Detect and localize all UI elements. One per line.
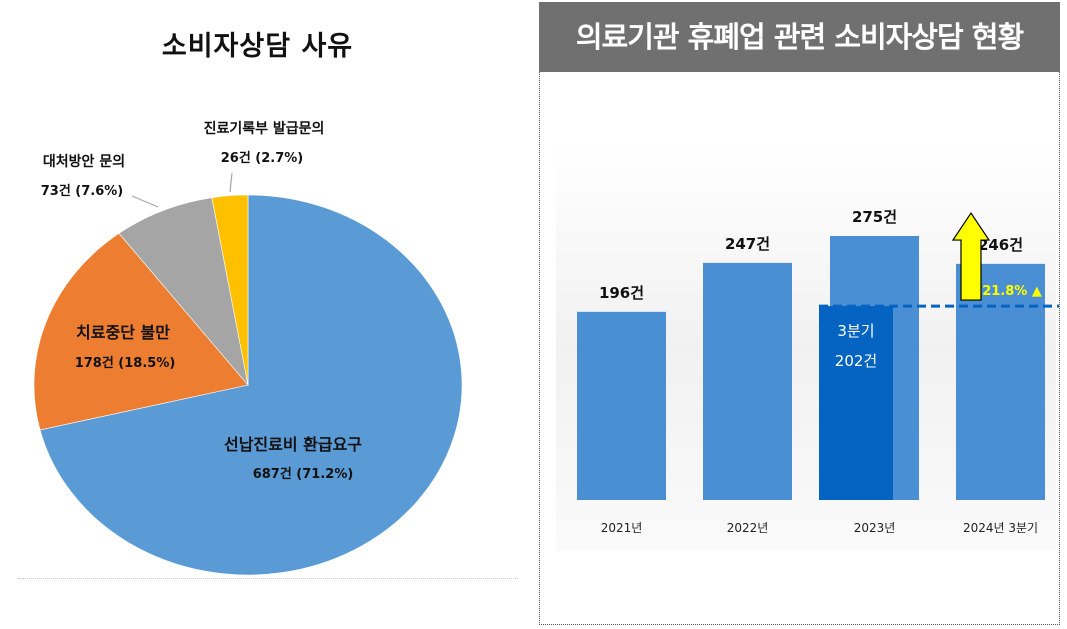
growth-percent-label: 21.8% ▲ [982,284,1042,299]
pie-chart: 선납진료비 환급요구 687건 (71.2%) 치료중단 불만 178건 (18.5%… [33,120,463,576]
leader-line-진료기록부 [229,172,233,193]
sub-bar-label-count: 202건 [835,352,877,370]
bar-2022년 [703,262,792,500]
bar-value-label-1: 247건 [725,235,770,253]
bar-panel: 의료기관 휴폐업 관련 소비자상담 현황 196건 247건 275건 246건 20… [539,2,1060,626]
bar-value-label-0: 196건 [599,284,644,302]
pie-slice-3 [211,194,249,386]
pie-label-value-0: 687건 (71.2%) [253,466,354,482]
category-label-3: 2024년 3분기 [963,521,1038,535]
bar-2024년 3분기 [956,263,1045,500]
pie-slice-2 [118,197,249,387]
category-label-1: 2022년 [727,521,769,535]
pie-slice-1 [33,233,249,431]
category-label-0: 2021년 [601,521,643,535]
pie-label-name-0: 선납진료비 환급요구 [224,435,362,454]
bar-value-label-2: 275건 [852,208,897,226]
pie-label-name-2: 대처방안 문의 [43,153,125,170]
leader-line-대처방안 [131,195,159,208]
sub-bar-label-quarter: 3분기 [837,322,874,340]
category-label-2: 2023년 [854,521,896,535]
pie-label-name-3: 진료기록부 발급문의 [204,120,325,137]
pie-panel: 소비자상담 사유 선납진료비 환급요구 687건 (71.2%) 치료중단 불만 17… [0,0,525,629]
bar-chart-title: 의료기관 휴폐업 관련 소비자상담 현황 [539,2,1060,72]
growth-arrow-icon [951,211,991,301]
sub-bar-3q [819,306,893,500]
bar-2021년 [577,311,666,500]
pie-label-value-2: 73건 (7.6%) [41,183,124,199]
pie-label-value-3: 26건 (2.7%) [221,150,304,166]
divider-line [18,578,518,579]
pie-chart-title: 소비자상담 사유 [161,31,354,62]
bar-chart-frame: 196건 247건 275건 246건 2021년 2022년 2023년 2024년 3분… [539,72,1060,625]
pie-label-name-1: 치료중단 불만 [76,323,170,342]
pie-slice-0 [39,194,463,576]
pie-label-value-1: 178건 (18.5%) [75,355,176,371]
